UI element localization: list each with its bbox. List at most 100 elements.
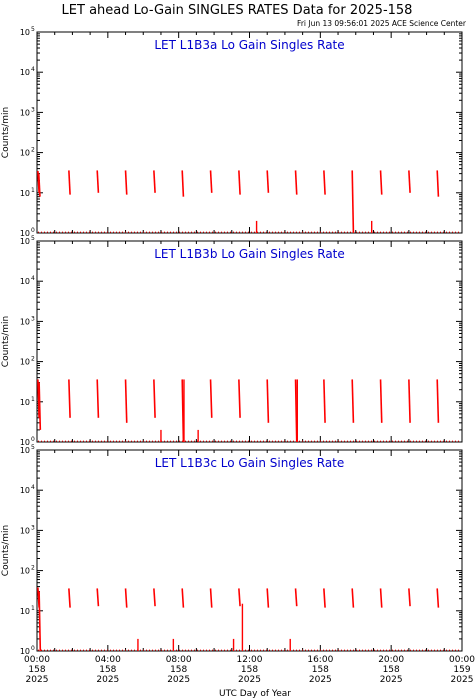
data-burst: [38, 382, 42, 430]
x-tick-label-day: 158: [312, 665, 329, 675]
y-axis-label: Counts/min: [1, 107, 11, 158]
x-axis-label: UTC Day of Year: [219, 689, 291, 699]
data-burst: [266, 170, 270, 193]
y-tick-label: 10: [20, 358, 30, 367]
x-tick-label-day: 158: [170, 665, 187, 675]
data-burst: [436, 170, 440, 197]
data-burst: [209, 588, 213, 608]
data-burst: [124, 170, 128, 195]
data-burst: [181, 170, 185, 197]
y-tick-exponent: 2: [31, 147, 35, 154]
data-burst: [436, 379, 440, 423]
x-tick-label-time: 16:00: [307, 655, 333, 665]
data-burst: [238, 379, 241, 418]
y-tick-label: 10: [20, 446, 30, 455]
y-axis-label: Counts/min: [1, 316, 11, 367]
data-burst: [266, 379, 270, 423]
x-tick-label-year: 2025: [26, 675, 49, 685]
y-tick-label: 10: [20, 28, 30, 37]
y-tick-exponent: 0: [31, 645, 35, 652]
y-tick-exponent: 1: [31, 396, 35, 403]
data-burst: [37, 379, 40, 418]
plot-frame: [36, 449, 463, 652]
y-tick-exponent: 4: [31, 66, 35, 73]
x-tick-label-day: 159: [453, 665, 470, 675]
data-burst: [238, 588, 241, 607]
x-tick-label-year: 2025: [380, 675, 403, 685]
y-tick-exponent: 1: [31, 605, 35, 612]
data-burst: [408, 588, 411, 607]
data-burst: [266, 588, 270, 608]
y-tick-label: 10: [20, 68, 30, 77]
data-burst: [351, 588, 355, 608]
data-burst: [379, 379, 383, 423]
x-tick-label-time: 00:00: [24, 655, 50, 665]
data-burst: [294, 379, 298, 443]
y-tick-exponent: 3: [31, 315, 35, 322]
data-burst: [351, 170, 355, 234]
panel-title: LET L1B3c Lo Gain Singles Rate: [155, 456, 345, 470]
y-tick-exponent: 5: [31, 26, 35, 33]
chart-panels: LET L1B3a Lo Gain Singles Rate Counts/min…: [1, 26, 475, 685]
y-tick-label: 10: [20, 567, 30, 576]
y-tick-exponent: 2: [31, 565, 35, 572]
data-burst: [351, 379, 355, 423]
y-tick-label: 10: [20, 189, 30, 198]
y-tick-exponent: 3: [31, 524, 35, 531]
data-burst: [124, 588, 128, 608]
data-burst: [323, 170, 326, 195]
data-burst: [323, 379, 326, 423]
data-burst: [96, 170, 100, 193]
x-tick-label-day: 158: [99, 665, 116, 675]
x-tick-label-year: 2025: [167, 675, 190, 685]
data-burst: [68, 170, 71, 195]
y-tick-exponent: 5: [31, 444, 35, 451]
y-tick-exponent: 3: [31, 106, 35, 113]
data-burst: [294, 170, 298, 195]
data-burst: [124, 379, 128, 423]
y-tick-label: 10: [20, 317, 30, 326]
y-axis-label: Counts/min: [1, 525, 11, 576]
chart-panel-1: LET L1B3a Lo Gain Singles Rate Counts/min…: [1, 26, 463, 238]
data-burst: [38, 591, 42, 652]
x-tick-label-year: 2025: [451, 675, 474, 685]
y-tick-exponent: 5: [31, 235, 35, 242]
y-tick-exponent: 1: [31, 187, 35, 194]
x-tick-label-day: 158: [241, 665, 258, 675]
x-tick-label-year: 2025: [238, 675, 261, 685]
data-burst: [408, 379, 411, 423]
y-tick-exponent: 0: [31, 227, 35, 234]
data-burst: [153, 379, 156, 418]
y-tick-label: 10: [20, 237, 30, 246]
y-tick-label: 10: [20, 647, 30, 656]
data-burst: [153, 170, 156, 193]
data-burst: [379, 588, 383, 608]
data-burst: [408, 170, 411, 193]
y-tick-label: 10: [20, 229, 30, 238]
data-burst: [436, 588, 440, 608]
x-tick-label-year: 2025: [96, 675, 119, 685]
data-burst: [96, 588, 100, 607]
chart-panel-3: LET L1B3c Lo Gain Singles Rate Counts/min…: [1, 444, 463, 656]
x-tick-label-time: 12:00: [237, 655, 263, 665]
data-burst: [68, 379, 71, 418]
y-tick-exponent: 4: [31, 275, 35, 282]
panel-title: LET L1B3b Lo Gain Singles Rate: [154, 247, 345, 261]
x-tick-label-time: 00:00: [449, 655, 475, 665]
data-burst: [153, 588, 156, 607]
chart-panel-2: LET L1B3b Lo Gain Singles Rate Counts/min…: [1, 235, 463, 447]
y-tick-label: 10: [20, 526, 30, 535]
timestamp: Fri Jun 13 09:56:01 2025 ACE Science Cen…: [297, 19, 467, 28]
x-tick-label-day: 158: [383, 665, 400, 675]
data-burst: [323, 588, 326, 608]
data-burst: [68, 588, 71, 608]
x-tick-label-day: 158: [28, 665, 45, 675]
data-burst: [238, 170, 241, 195]
panel-title: LET L1B3a Lo Gain Singles Rate: [154, 38, 344, 52]
data-burst: [209, 170, 213, 193]
x-tick-label-year: 2025: [309, 675, 332, 685]
y-tick-label: 10: [20, 398, 30, 407]
plot-frame: [36, 240, 463, 443]
data-burst: [294, 588, 298, 607]
